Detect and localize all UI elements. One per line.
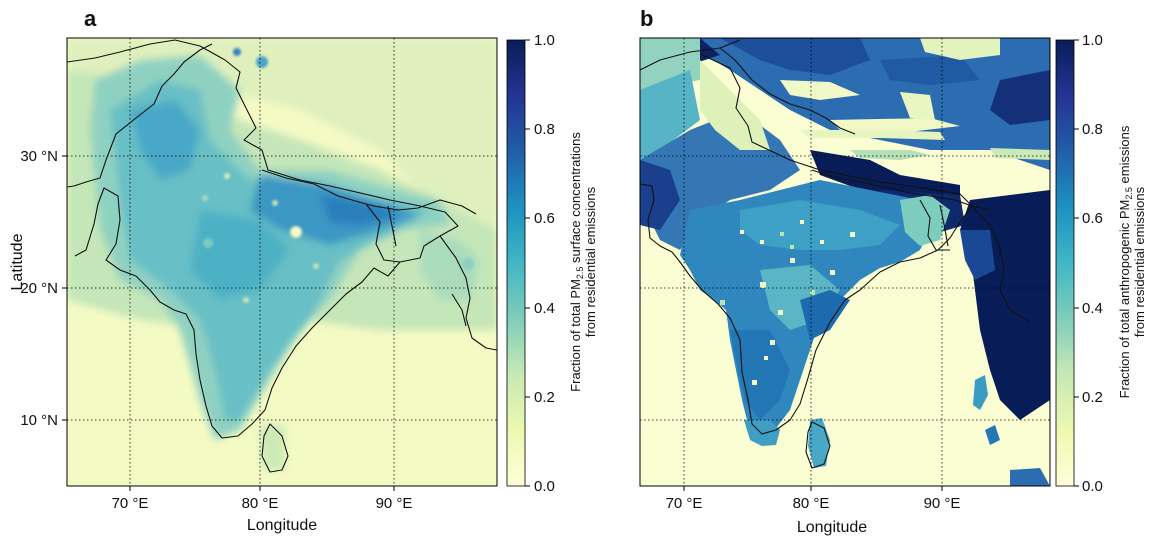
- panel-letter-a: a: [84, 6, 97, 31]
- colorbar-a-label-line2: from residential emissions: [583, 186, 598, 337]
- x-tick-b-80: 80 °E: [793, 495, 830, 512]
- colorbar-b: 1.0 0.8 0.6 0.4 0.2 0.0 Fraction of tota…: [1055, 32, 1147, 495]
- cbar-a-tick-0-0: 0.0: [534, 478, 555, 495]
- map-a: [67, 38, 497, 486]
- y-tick-a-30: 30 °N: [20, 148, 58, 165]
- panel-a: a: [9, 6, 598, 534]
- map-frame-a: [66, 37, 498, 487]
- x-tick-b-90: 90 °E: [924, 495, 961, 512]
- colorbar-a-label-line1: Fraction of total PM2.5 surface concentr…: [568, 132, 585, 392]
- cbar-a-tick-1-0: 1.0: [534, 32, 555, 49]
- colorbar-b-label-line2: from residential emissions: [1132, 186, 1147, 337]
- cbar-a-tick-0-8: 0.8: [534, 121, 555, 138]
- x-axis-label-b: Longitude: [797, 519, 867, 536]
- map-frame-b: [639, 37, 1051, 487]
- cbar-b-tick-1-0: 1.0: [1082, 32, 1103, 49]
- cbar-b-tick-0-8: 0.8: [1082, 121, 1103, 138]
- cbar-a-tick-0-2: 0.2: [534, 389, 555, 406]
- cbar-b-tick-0-6: 0.6: [1082, 210, 1103, 227]
- y-tick-a-10: 10 °N: [20, 412, 58, 429]
- x-axis-label-a: Longitude: [247, 517, 317, 534]
- x-tick-a-90: 90 °E: [376, 495, 413, 512]
- panel-letter-b: b: [640, 6, 653, 31]
- x-tick-b-70: 70 °E: [666, 495, 703, 512]
- x-tick-a-70: 70 °E: [112, 495, 149, 512]
- cbar-b-tick-0-4: 0.4: [1082, 300, 1103, 317]
- colorbar-a: 1.0 0.8 0.6 0.4 0.2 0.0 Fraction of tota…: [506, 32, 598, 495]
- colorbar-b-label-line1: Fraction of total anthropogenic PM2.5 em…: [1117, 125, 1134, 398]
- panel-b: b: [639, 6, 1147, 536]
- cbar-a-tick-0-6: 0.6: [534, 210, 555, 227]
- y-axis-label-a: Latitude: [9, 233, 26, 290]
- cbar-b-tick-0-0: 0.0: [1082, 478, 1103, 495]
- cbar-a-tick-0-4: 0.4: [534, 300, 555, 317]
- map-b: [640, 38, 1050, 486]
- cbar-b-tick-0-2: 0.2: [1082, 389, 1103, 406]
- y-tick-a-20: 20 °N: [20, 280, 58, 297]
- x-tick-a-80: 80 °E: [242, 495, 279, 512]
